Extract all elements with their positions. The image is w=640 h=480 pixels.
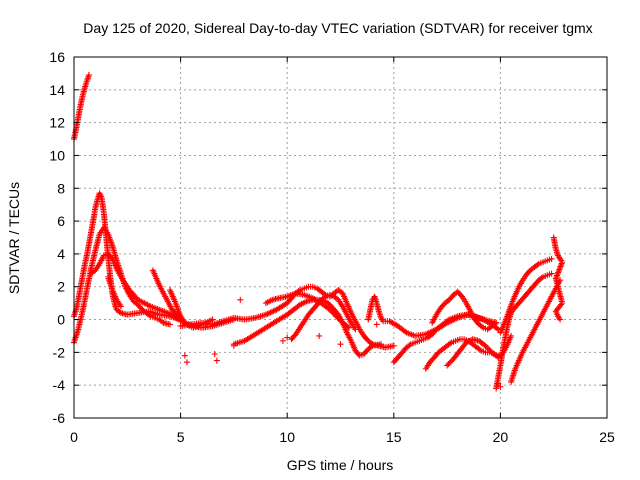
data-point	[493, 319, 500, 326]
y-tick-label: -4	[53, 377, 66, 393]
y-axis-label: SDTVAR / TECUs	[6, 182, 22, 294]
data-point	[146, 312, 153, 319]
data-point	[159, 318, 166, 325]
data-point	[337, 317, 344, 324]
series-trace-e	[149, 267, 216, 331]
data-point	[334, 314, 341, 321]
data-point	[326, 306, 333, 313]
y-tick-label: 14	[49, 82, 65, 98]
data-point	[446, 359, 453, 366]
data-point	[476, 346, 483, 353]
data-point	[213, 357, 220, 364]
series-trace-l	[390, 311, 502, 366]
data-point	[447, 358, 454, 365]
data-point	[346, 324, 353, 331]
x-tick-label: 20	[493, 429, 509, 445]
data-point	[335, 315, 342, 322]
plot-frame	[73, 56, 608, 419]
data-point	[331, 311, 338, 318]
data-point	[548, 270, 555, 277]
data-point	[497, 383, 504, 390]
data-point	[373, 321, 380, 328]
data-point	[284, 334, 291, 341]
x-tick-labels: 0 5 10 15 20 25	[70, 429, 615, 445]
data-point	[329, 309, 336, 316]
series-trace-s	[550, 234, 566, 323]
data-point	[333, 313, 340, 320]
data-point	[337, 341, 344, 348]
data-point	[402, 328, 409, 335]
data-point	[478, 323, 485, 330]
y-tick-label: -2	[53, 344, 66, 360]
data-point	[328, 308, 335, 315]
data-point	[445, 361, 452, 368]
data-point	[491, 320, 498, 327]
data-point	[211, 351, 218, 358]
data-point	[390, 342, 397, 349]
data-point	[352, 326, 359, 333]
data-point	[321, 294, 328, 301]
data-point	[237, 296, 244, 303]
data-point	[183, 359, 190, 366]
y-tick-label: 12	[49, 115, 65, 131]
data-point	[446, 340, 453, 347]
data-point	[482, 342, 489, 349]
data-point	[406, 342, 413, 349]
y-tick-label: 10	[49, 147, 65, 163]
data-point	[316, 332, 323, 339]
series-trace-n	[422, 336, 502, 372]
data-point	[330, 310, 337, 317]
data-point	[116, 308, 123, 315]
data-point	[485, 345, 492, 352]
data-point	[166, 321, 173, 328]
x-tick-label: 5	[177, 429, 185, 445]
data-point	[495, 380, 502, 387]
data-point	[117, 303, 124, 310]
data-point	[486, 346, 493, 353]
y-tick-label: 8	[57, 180, 65, 196]
y-tick-label: 4	[57, 246, 65, 262]
data-point	[538, 274, 545, 281]
data-point	[230, 342, 237, 349]
y-tick-label: 6	[57, 213, 65, 229]
x-tick-label: 25	[599, 429, 615, 445]
data-points	[71, 72, 566, 392]
data-point	[368, 343, 375, 350]
series-isolated	[181, 296, 504, 390]
data-point	[378, 341, 385, 348]
series-trace-f	[166, 287, 188, 326]
y-tick-label: 2	[57, 279, 65, 295]
data-point	[444, 362, 451, 369]
data-point	[548, 255, 555, 262]
data-point	[279, 337, 286, 344]
data-point	[493, 325, 500, 332]
y-tick-label: 0	[57, 312, 65, 328]
data-point	[181, 352, 188, 359]
data-point	[344, 323, 351, 330]
x-axis-label: GPS time / hours	[287, 457, 394, 473]
chart-title: Day 125 of 2020, Sidereal Day-to-day VTE…	[83, 20, 592, 36]
x-tick-label: 15	[386, 429, 402, 445]
x-tick-label: 0	[70, 429, 78, 445]
x-tick-label: 10	[279, 429, 295, 445]
data-point	[508, 332, 515, 339]
axis-ticks	[73, 56, 608, 419]
series-trace-m	[429, 288, 500, 333]
grid-lines	[74, 57, 607, 418]
data-point	[557, 316, 564, 323]
data-point	[85, 72, 92, 79]
series-trace-j	[262, 290, 353, 331]
y-tick-labels: -6 -4 -2 0 2 4 6 8 10 12 14 16	[49, 49, 65, 426]
y-tick-label: 16	[49, 49, 65, 65]
series-trace-q	[497, 255, 555, 336]
data-point	[534, 261, 541, 268]
series-trace-p	[493, 270, 555, 392]
data-point	[483, 344, 490, 351]
series-trace-t	[105, 273, 124, 310]
series-trace-o	[444, 332, 515, 369]
y-tick-label: -6	[53, 410, 66, 426]
